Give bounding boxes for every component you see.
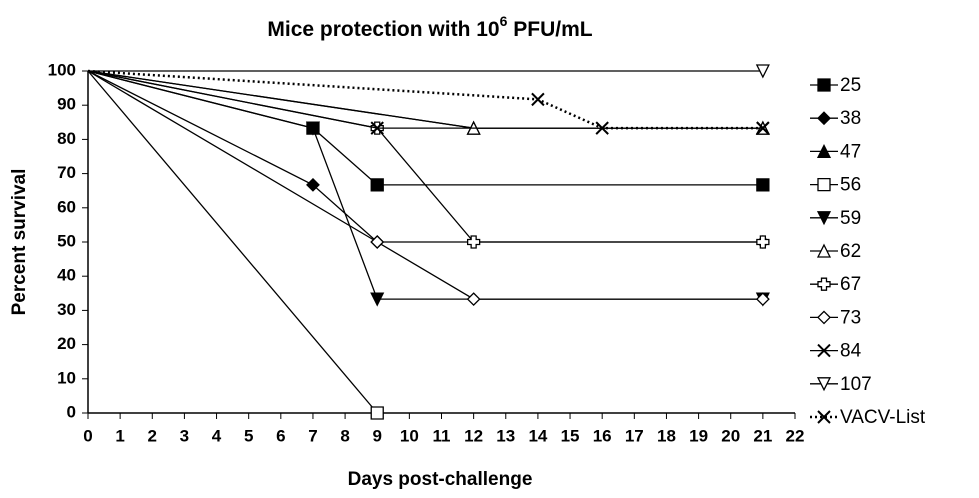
marker (817, 111, 831, 126)
legend-label: 47 (840, 141, 861, 162)
y-tick-label: 30 (57, 300, 76, 319)
x-tick-label: 20 (721, 426, 740, 445)
x-tick-label: 22 (786, 426, 805, 445)
marker (817, 410, 831, 424)
marker (755, 292, 770, 307)
y-tick-label: 10 (57, 368, 76, 387)
y-tick-label: 70 (57, 163, 76, 182)
legend-label: 38 (840, 108, 861, 129)
x-tick-label: 7 (308, 426, 317, 445)
marker (595, 121, 609, 135)
legend-label: 25 (840, 75, 861, 96)
legend-label: VACV-List (840, 407, 926, 428)
marker (816, 143, 832, 159)
x-tick-label: 5 (244, 426, 253, 445)
marker (370, 235, 385, 249)
marker (816, 211, 832, 226)
x-tick-label: 19 (689, 426, 708, 445)
marker (305, 121, 321, 136)
legend-label: 62 (840, 241, 861, 262)
series-line (87, 70, 763, 300)
marker (755, 64, 770, 79)
marker (370, 178, 384, 192)
x-tick-label: 2 (148, 426, 157, 445)
marker (466, 235, 481, 249)
y-tick-label: 60 (57, 197, 76, 216)
x-tick-label: 14 (528, 426, 547, 445)
x-tick-label: 9 (372, 426, 381, 445)
marker (756, 121, 770, 135)
marker (817, 78, 831, 92)
x-tick-label: 3 (180, 426, 189, 445)
x-tick-label: 17 (625, 426, 644, 445)
marker (370, 406, 384, 420)
y-axis-label: Percent survival (9, 169, 30, 316)
marker (370, 292, 385, 307)
x-tick-label: 16 (593, 426, 612, 445)
marker (306, 177, 320, 192)
x-tick-label: 6 (276, 426, 285, 445)
x-tick-label: 0 (83, 426, 92, 445)
series-line (87, 70, 763, 129)
x-axis-label: Days post-challenge (348, 469, 533, 490)
marker (817, 343, 831, 358)
x-tick-label: 11 (433, 426, 451, 445)
marker (756, 178, 770, 192)
legend-label: 59 (840, 208, 861, 229)
x-tick-label: 10 (400, 426, 419, 445)
x-tick-label: 21 (753, 426, 772, 445)
x-tick-label: 8 (340, 426, 349, 445)
legend-label: 56 (840, 175, 861, 196)
marker (466, 292, 481, 307)
marker (531, 92, 545, 107)
y-tick-label: 40 (57, 266, 76, 285)
legend-label: 73 (840, 307, 861, 328)
x-tick-label: 15 (561, 426, 580, 445)
legend-label: 67 (840, 274, 861, 295)
y-tick-label: 0 (67, 402, 76, 421)
marker (756, 235, 770, 249)
legend-label: 84 (840, 341, 862, 362)
series-line (87, 70, 763, 129)
marker (816, 243, 832, 258)
series-line (87, 70, 763, 129)
y-tick-label: 50 (57, 231, 76, 250)
y-tick-label: 80 (57, 129, 76, 148)
x-tick-label: 1 (115, 426, 124, 445)
x-tick-label: 13 (496, 426, 515, 445)
y-tick-label: 20 (57, 334, 76, 353)
marker (817, 177, 831, 192)
series-line (87, 70, 378, 414)
legend-label: 107 (840, 374, 872, 395)
x-tick-label: 12 (464, 426, 483, 445)
chart-title: Mice protection with 106 PFU/mL (267, 13, 592, 41)
series-line (87, 69, 763, 130)
y-tick-label: 90 (57, 95, 76, 114)
marker (817, 310, 831, 325)
marker (817, 277, 831, 291)
marker (816, 377, 832, 392)
x-tick-label: 4 (212, 426, 222, 445)
marker (370, 121, 384, 135)
x-tick-label: 18 (657, 426, 676, 445)
y-tick-label: 100 (48, 60, 76, 79)
